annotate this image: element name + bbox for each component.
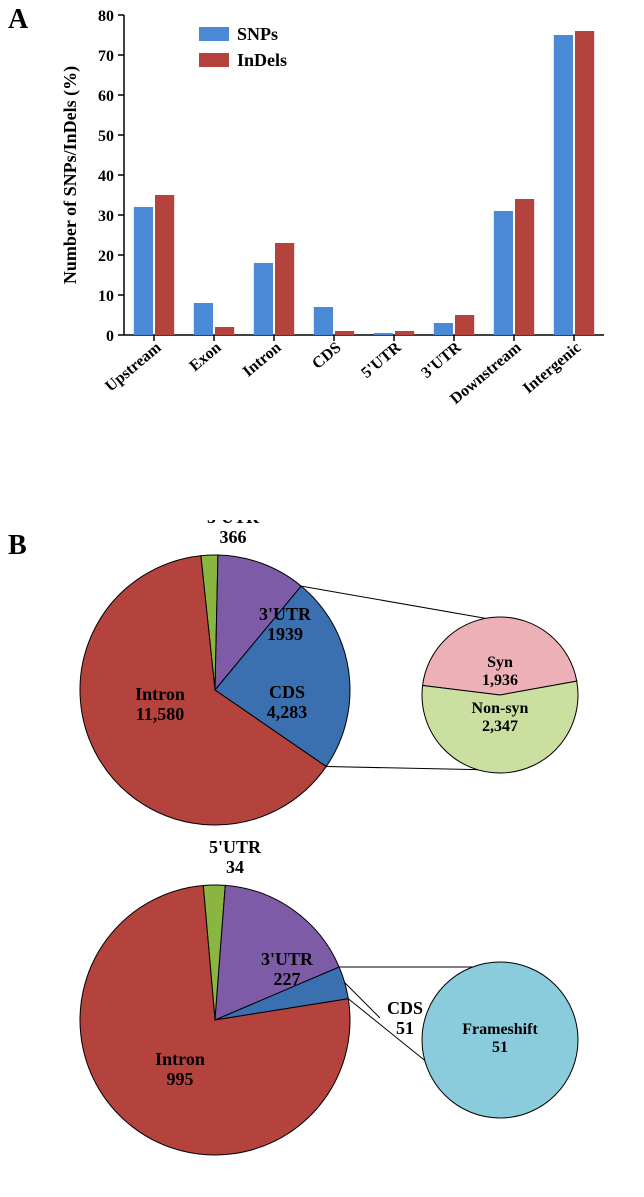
bar — [554, 35, 573, 335]
legend-swatch — [199, 53, 229, 67]
x-tick-label: Intergenic — [520, 339, 585, 397]
bar — [494, 211, 513, 335]
bar — [455, 315, 474, 335]
slice-label: CDS4,283 — [267, 682, 308, 722]
legend-label: InDels — [237, 50, 287, 70]
svg-text:30: 30 — [98, 208, 114, 225]
bar — [515, 199, 534, 335]
slice-label: 5'UTR366 — [207, 520, 260, 547]
figure-container: A 0 10 20 30 40 50 60 70 80 Number of SNPs/InDels… — [0, 0, 644, 1197]
bar — [275, 243, 294, 335]
svg-text:70: 70 — [98, 48, 114, 65]
x-tick-label: 5'UTR — [358, 339, 405, 382]
svg-text:20: 20 — [98, 248, 114, 265]
bar — [215, 327, 234, 335]
panel-a-label: A — [8, 4, 28, 36]
svg-text:10: 10 — [98, 288, 114, 305]
bar — [374, 333, 393, 335]
legend-label: SNPs — [237, 24, 278, 44]
slice-label: Syn1,936 — [482, 654, 518, 689]
pie-charts: 5'UTR3663'UTR1939CDS4,283Intron11,580Syn… — [0, 520, 644, 1190]
bar — [155, 195, 174, 335]
bar — [575, 31, 594, 335]
bar — [134, 207, 153, 335]
slice-label: CDS51 — [387, 998, 423, 1038]
x-tick-label: Intron — [240, 339, 285, 380]
svg-text:50: 50 — [98, 128, 114, 145]
bar-chart: 0 10 20 30 40 50 60 70 80 Number of SNPs/InDels (… — [44, 0, 644, 470]
x-tick-label: 3'UTR — [418, 339, 465, 382]
x-tick-label: Upstream — [102, 339, 165, 396]
bar — [314, 307, 333, 335]
x-tick-label: Exon — [186, 339, 224, 375]
slice-label: Intron11,580 — [135, 684, 185, 724]
svg-text:Number of SNPs/InDels (%): Number of SNPs/InDels (%) — [60, 66, 81, 284]
bar — [434, 323, 453, 335]
svg-text:60: 60 — [98, 88, 114, 105]
bar — [335, 331, 354, 335]
legend-swatch — [199, 27, 229, 41]
svg-text:40: 40 — [98, 168, 114, 185]
bar — [254, 263, 273, 335]
svg-text:80: 80 — [98, 8, 114, 25]
slice-label: 5'UTR34 — [209, 837, 262, 877]
bar — [395, 331, 414, 335]
bar — [194, 303, 213, 335]
svg-text:0: 0 — [106, 328, 114, 345]
x-tick-label: CDS — [309, 339, 345, 373]
